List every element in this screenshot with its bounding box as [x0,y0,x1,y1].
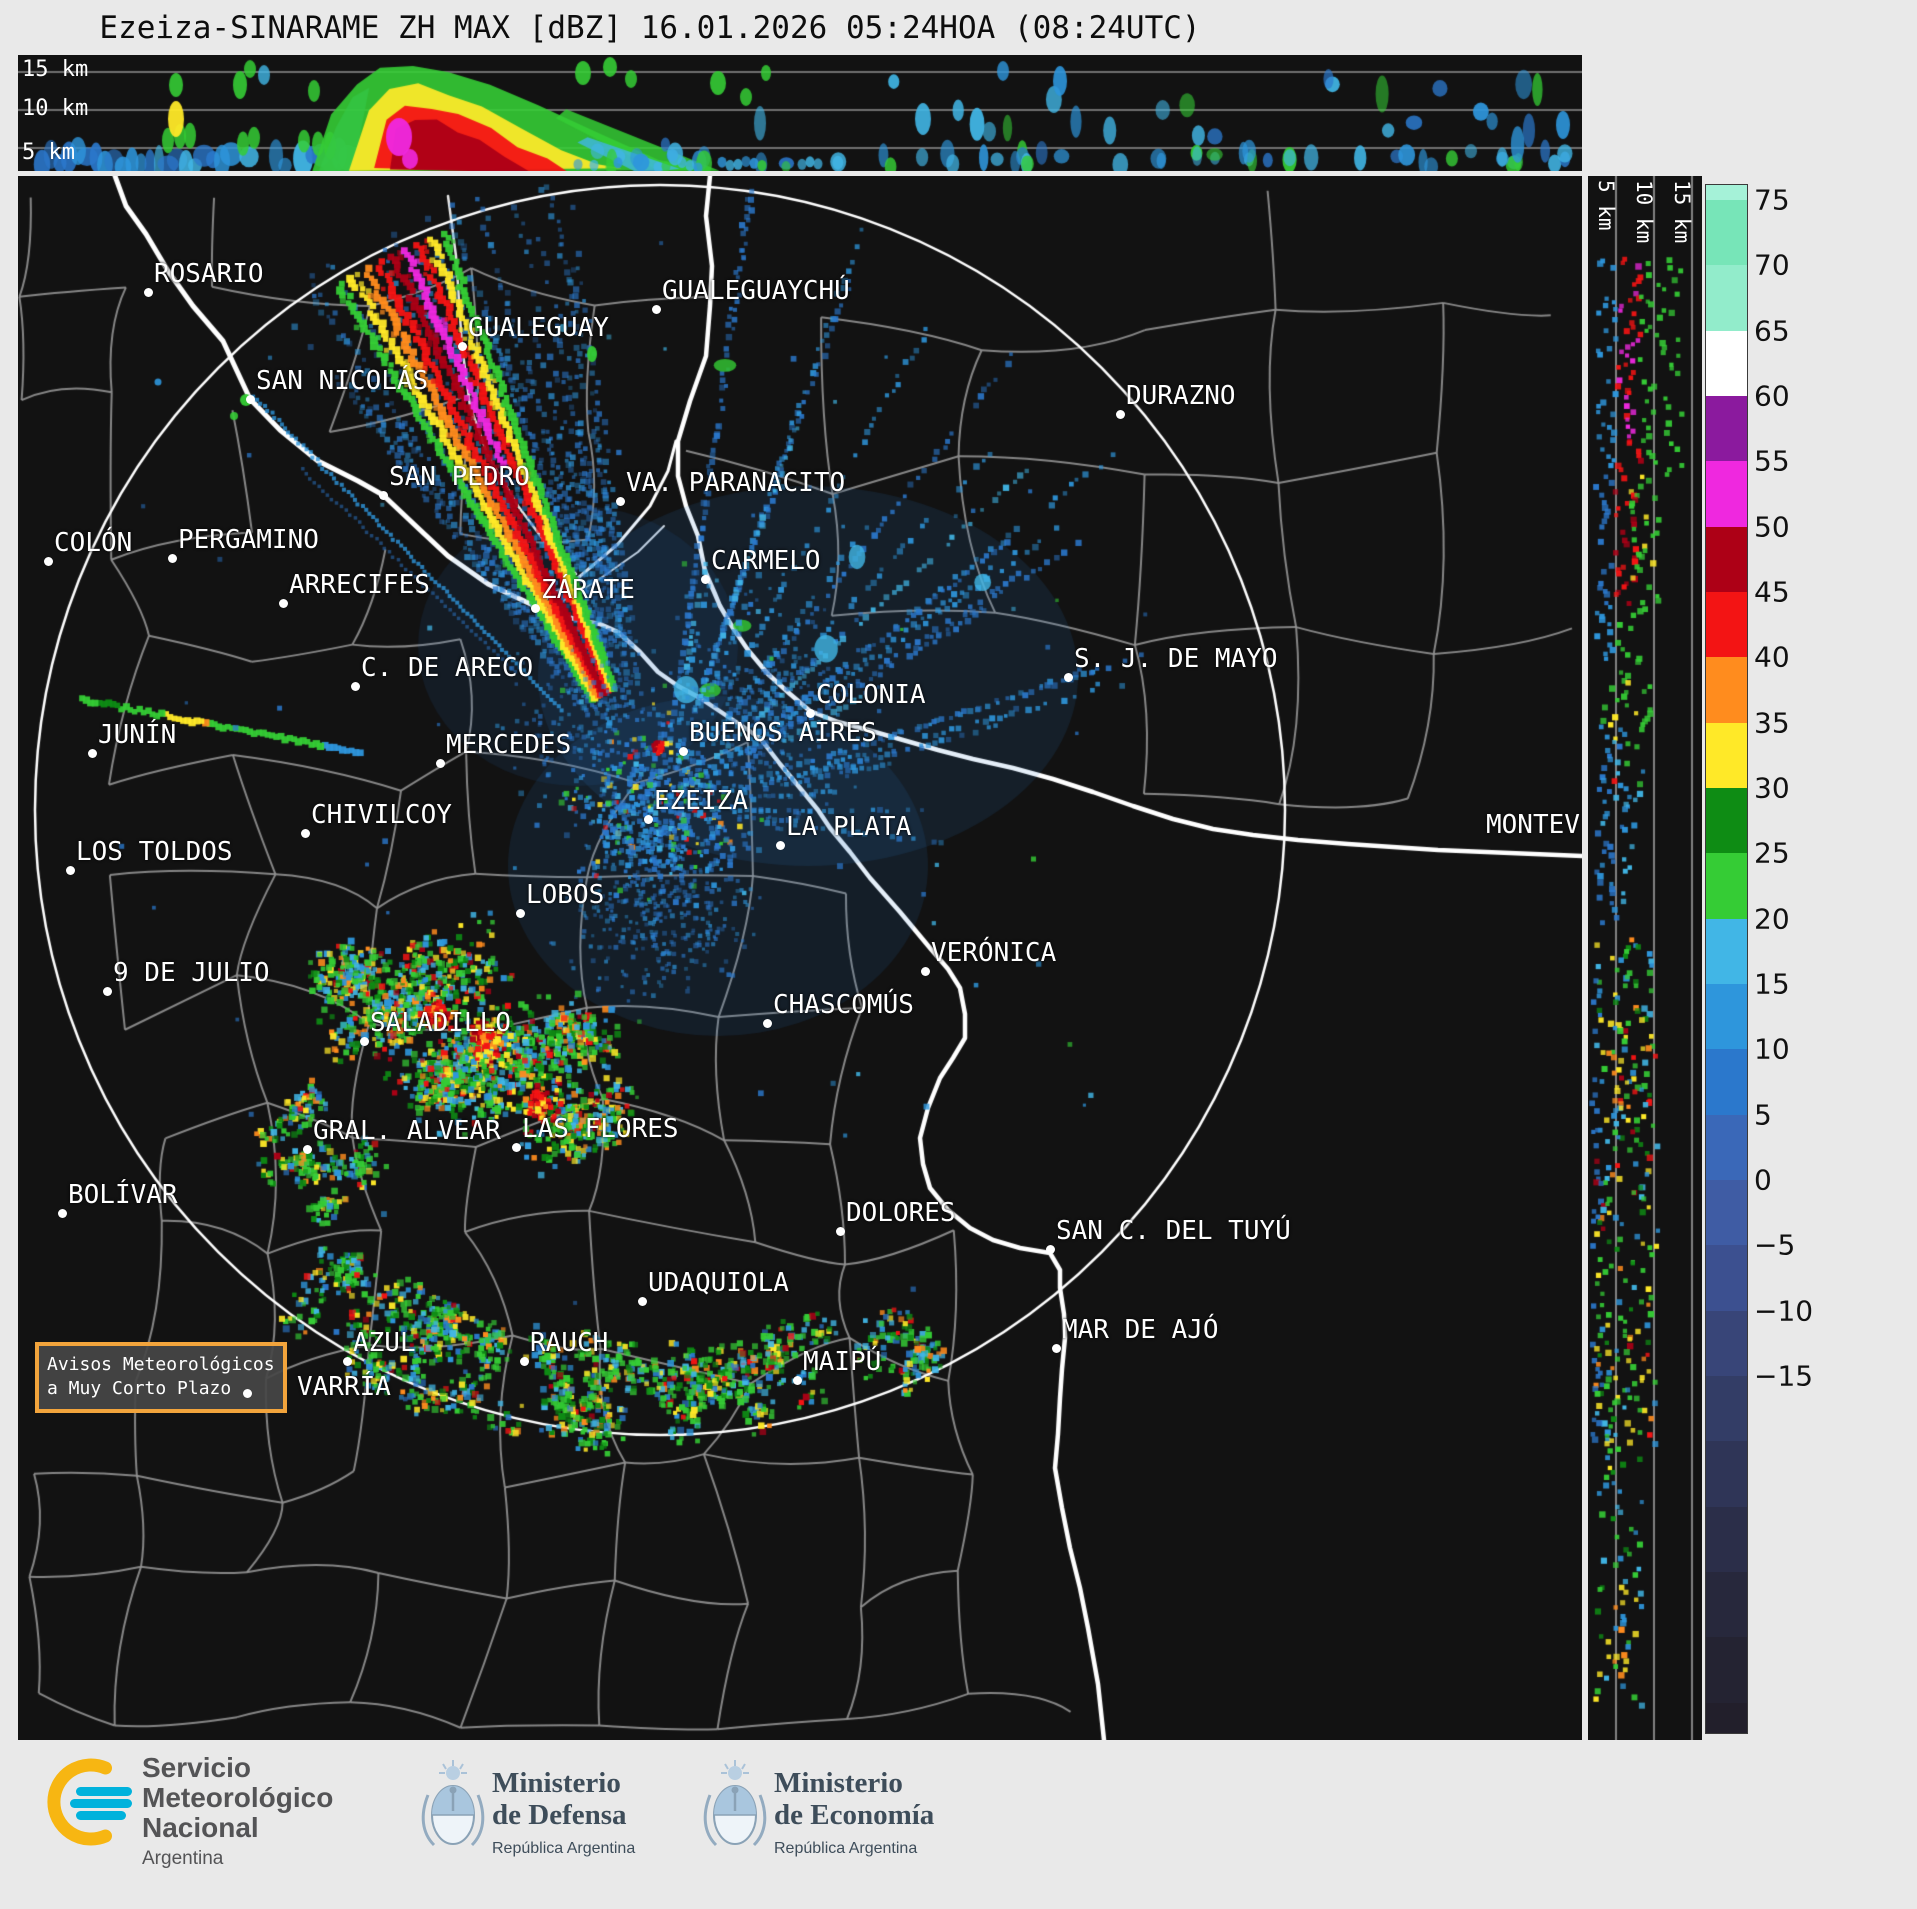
economia-sub: República Argentina [774,1839,918,1857]
colorbar-segment [1706,1179,1747,1246]
alert-box: Avisos Meteorológicos a Muy Corto Plazo [35,1342,287,1413]
colorbar-tick: 70 [1754,248,1790,282]
colorbar-segment [1706,1506,1747,1572]
colorbar-tick: 0 [1754,1163,1772,1197]
right-cross-section-panel: 5 km 10 km 15 km [1588,176,1702,1740]
colorbar-segment [1706,265,1747,331]
colorbar-segment [1706,1310,1747,1376]
figure-title: Ezeiza-SINARAME ZH MAX [dBZ] 16.01.2026 … [99,10,1201,46]
defensa-coat-of-arms-icon [421,1760,485,1847]
colorbar-segment [1706,1375,1747,1442]
smn-line3: Nacional [142,1812,259,1844]
altitude-label-15km: 15 km [1670,180,1694,244]
colorbar-segment [1706,918,1747,984]
colorbar-tick: −10 [1754,1294,1814,1328]
colorbar-segment [1706,1702,1747,1733]
smn-line2: Meteorológico [142,1782,334,1814]
alert-line1: Avisos Meteorológicos [47,1354,275,1375]
footer: Servicio Meteorológico Nacional Argentin… [0,1745,1917,1909]
colorbar-tick: 10 [1754,1032,1790,1066]
altitude-label-15km: 15 km [22,57,89,82]
colorbar-segment [1706,461,1747,527]
smn-wordmark: Servicio Meteorológico Nacional Argentin… [142,1752,334,1870]
colorbar-tick: 65 [1754,314,1790,348]
colorbar-segment [1706,1245,1747,1311]
colorbar-tick: 55 [1754,444,1790,478]
colorbar-segment [1706,526,1747,592]
colorbar-tick: 25 [1754,836,1790,870]
top-cross-section-panel: 15 km 10 km 5 km [18,55,1582,171]
colorbar-tick: 40 [1754,640,1790,674]
alert-line2: a Muy Corto Plazo [47,1378,232,1400]
colorbar-segment [1706,200,1747,266]
colorbar-segment [1706,591,1747,658]
colorbar-segment [1706,853,1747,919]
colorbar-segment [1706,1441,1747,1507]
colorbar-segment [1706,983,1747,1050]
economia-coat-of-arms-icon [703,1760,767,1847]
colorbar-tick: 45 [1754,575,1790,609]
smn-country: Argentina [142,1847,224,1869]
smn-line1: Servicio [142,1752,251,1783]
colorbar-segment [1706,395,1747,462]
colorbar-tick: 5 [1754,1098,1772,1132]
colorbar-segment [1706,1049,1747,1115]
altitude-label-5km: 5 km [22,140,75,165]
economia-line2: de Economía [774,1799,935,1832]
right-cross-section-canvas [1588,176,1702,1740]
colorbar-tick: 50 [1754,510,1790,544]
smn-logo [47,1758,132,1846]
colorbar-tick: 35 [1754,706,1790,740]
colorbar-segment [1706,722,1747,788]
colorbar-tick: 30 [1754,771,1790,805]
economia-line1: Ministerio [774,1767,903,1799]
colorbar-tick: 20 [1754,902,1790,936]
colorbar-tick: −15 [1754,1359,1814,1393]
colorbar-segment [1706,185,1747,200]
top-cross-section-canvas [18,55,1582,171]
altitude-label-5km: 5 km [1594,180,1618,231]
map-panel: ROSARIO GUALEGUAYCHÚ GUALEGUAY SAN NICOLÁS D… [18,176,1582,1740]
defensa-sub: República Argentina [492,1839,636,1857]
altitude-label-10km: 10 km [22,96,89,121]
colorbar-tick: 75 [1754,183,1790,217]
colorbar-segment [1706,330,1747,396]
colorbar-segment [1706,1571,1747,1638]
colorbar-segment [1706,787,1747,854]
colorbar-segment [1706,1637,1747,1703]
ministerio-economia-wordmark: Ministerio de Economía República Argenti… [774,1767,934,1858]
colorbar-segment [1706,1114,1747,1180]
colorbar [1705,184,1748,1734]
ministerio-defensa-wordmark: Ministerio de Defensa República Argentin… [492,1767,635,1858]
colorbar-segment [1706,657,1747,723]
radar-map-canvas [18,176,1582,1740]
colorbar-tick: −5 [1754,1228,1796,1262]
altitude-label-10km: 10 km [1632,180,1656,244]
colorbar-tick: 60 [1754,379,1790,413]
defensa-line1: Ministerio [492,1767,621,1799]
colorbar-tick: 15 [1754,967,1790,1001]
defensa-line2: de Defensa [492,1799,627,1832]
